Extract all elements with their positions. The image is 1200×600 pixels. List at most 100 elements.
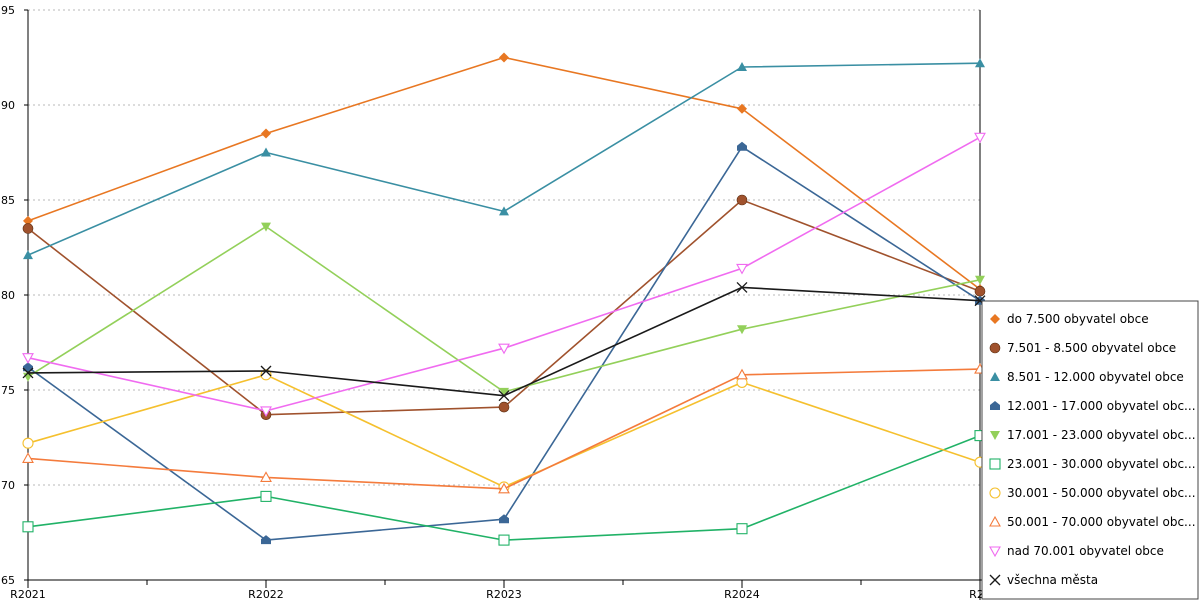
- data-point: [736, 368, 748, 380]
- series-7: [22, 362, 986, 494]
- y-tick-label: 65: [1, 574, 15, 587]
- series-line: [27, 56, 981, 290]
- y-tick-label: 70: [1, 479, 15, 492]
- legend-label: nad 70.001 obyvatel obce: [1007, 544, 1164, 558]
- data-point: [499, 514, 509, 524]
- legend-label: 8.501 - 12.000 obyvatel obce: [1007, 370, 1184, 384]
- legend-label: 17.001 - 23.000 obyvatel obc...: [1007, 428, 1196, 442]
- data-point: [22, 437, 34, 449]
- data-point: [974, 132, 986, 144]
- series-line: [27, 225, 981, 393]
- series-8: [22, 132, 986, 418]
- legend-marker: [989, 574, 1001, 586]
- series-line: [27, 62, 981, 256]
- series-line: [27, 286, 981, 397]
- series-4: [23, 222, 985, 397]
- legend-label: 50.001 - 70.000 obyvatel obc...: [1007, 515, 1196, 529]
- data-point: [498, 390, 510, 402]
- data-point: [499, 387, 509, 397]
- legend-marker: [989, 458, 1001, 470]
- data-point: [737, 103, 747, 114]
- legend-label: 23.001 - 30.000 obyvatel obc...: [1007, 457, 1196, 471]
- legend-item[interactable]: 50.001 - 70.000 obyvatel obc...: [989, 515, 1196, 529]
- legend-item[interactable]: 7.501 - 8.500 obyvatel obce: [989, 341, 1176, 355]
- series-0: [23, 52, 985, 295]
- series-9: [22, 281, 986, 402]
- legend-item[interactable]: do 7.500 obyvatel obce: [990, 312, 1149, 326]
- legend-item[interactable]: všechna města: [989, 573, 1098, 587]
- data-point: [737, 325, 747, 335]
- legend-item[interactable]: 23.001 - 30.000 obyvatel obc...: [989, 457, 1196, 471]
- series-line: [27, 146, 981, 541]
- legend-marker: [990, 431, 1000, 440]
- data-point: [260, 490, 272, 502]
- legend-marker: [989, 546, 1001, 558]
- legend-label: všechna města: [1007, 573, 1098, 587]
- legend-item[interactable]: 17.001 - 23.000 obyvatel obc...: [990, 428, 1196, 442]
- legend-item[interactable]: nad 70.001 obyvatel obce: [989, 544, 1164, 558]
- data-point: [261, 128, 271, 139]
- legend-label: 12.001 - 17.000 obyvatel obc...: [1007, 399, 1196, 413]
- data-point: [261, 147, 271, 157]
- data-point: [499, 206, 509, 216]
- legend-marker: [990, 372, 1000, 381]
- legend-marker: [989, 342, 1001, 354]
- data-point: [22, 353, 34, 364]
- series-line: [27, 199, 981, 416]
- legend-marker: [989, 515, 1001, 527]
- data-point: [736, 523, 748, 535]
- x-tick-label: R2022: [248, 588, 284, 600]
- data-point: [975, 275, 985, 285]
- legend-marker: [990, 314, 1000, 324]
- legend-label: 7.501 - 8.500 obyvatel obce: [1007, 341, 1176, 355]
- data-point: [261, 535, 271, 545]
- data-point: [499, 52, 509, 63]
- data-point: [975, 58, 985, 68]
- series-line: [27, 136, 981, 412]
- legend-label: do 7.500 obyvatel obce: [1007, 312, 1149, 326]
- y-tick-label: 85: [1, 194, 15, 207]
- data-point: [261, 222, 271, 232]
- legend-label: 30.001 - 50.000 obyvatel obc...: [1007, 486, 1196, 500]
- legend-item[interactable]: 30.001 - 50.000 obyvatel obc...: [989, 486, 1196, 500]
- data-point: [498, 482, 510, 494]
- data-point: [260, 369, 272, 381]
- data-point: [737, 141, 747, 151]
- data-point: [737, 62, 747, 71]
- legend-marker: [989, 487, 1001, 499]
- y-tick-label: 75: [1, 384, 15, 397]
- data-point: [498, 343, 510, 355]
- x-tick-label: R2023: [486, 588, 522, 600]
- legend-box: [981, 300, 1199, 600]
- data-point: [736, 194, 748, 206]
- legend: do 7.500 obyvatel obce 7.501 - 8.500 obyv…: [981, 300, 1199, 600]
- data-point: [22, 223, 34, 234]
- series-1: [22, 194, 986, 421]
- y-tick-label: 95: [1, 4, 15, 17]
- x-tick-label: R2024: [724, 588, 760, 600]
- legend-item[interactable]: 8.501 - 12.000 obyvatel obce: [990, 370, 1184, 384]
- data-point: [260, 406, 272, 418]
- data-point: [498, 401, 510, 413]
- data-point: [23, 215, 33, 226]
- y-tick-label: 80: [1, 289, 15, 302]
- data-point: [22, 452, 34, 463]
- x-tick-label: R2021: [10, 588, 46, 600]
- series-5: [22, 430, 986, 546]
- legend-item[interactable]: 12.001 - 17.000 obyvatel obc...: [990, 399, 1196, 413]
- series-2: [23, 58, 985, 260]
- series-layer: [22, 52, 986, 546]
- legend-marker: [990, 401, 1000, 410]
- data-point: [736, 263, 748, 275]
- data-point: [736, 281, 748, 293]
- data-point: [260, 365, 272, 377]
- data-point: [974, 285, 986, 297]
- data-point: [23, 250, 33, 260]
- data-point: [22, 521, 34, 533]
- data-point: [22, 367, 34, 379]
- data-point: [23, 362, 33, 372]
- y-tick-label: 90: [1, 99, 15, 112]
- data-point: [260, 471, 272, 482]
